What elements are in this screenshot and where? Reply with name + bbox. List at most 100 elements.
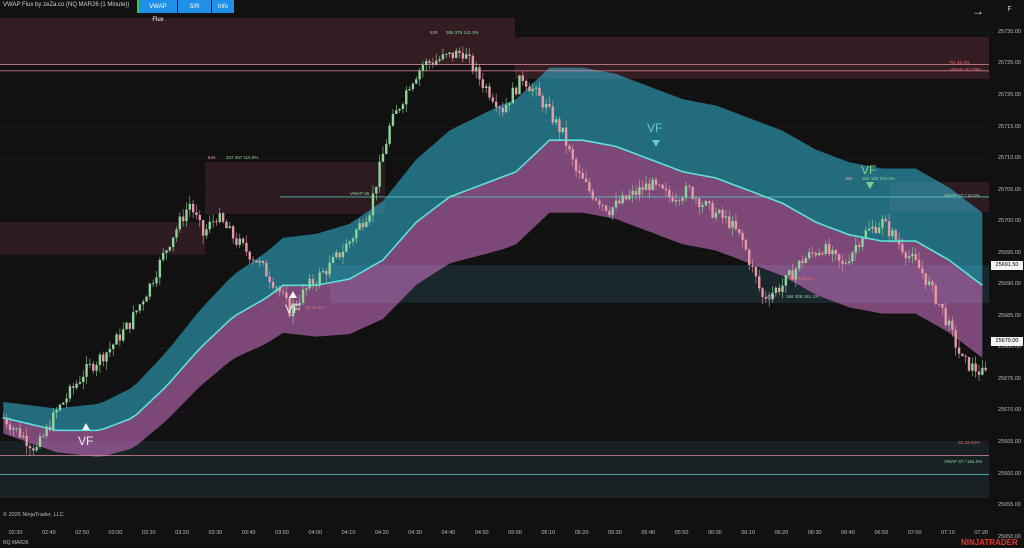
candle-body	[658, 184, 661, 186]
candle-body	[648, 183, 651, 190]
candle-body	[508, 103, 511, 105]
candle-body	[85, 363, 88, 377]
triangle-up-icon	[82, 423, 90, 430]
candle-body	[305, 288, 308, 290]
candle-body	[38, 436, 42, 447]
candle-body	[325, 271, 328, 275]
candle-body	[701, 205, 704, 207]
candle-body	[628, 195, 631, 200]
annotation-644-stats: 347 297 116.8%	[226, 155, 259, 160]
candle-body	[288, 298, 291, 317]
candle-body	[778, 287, 781, 292]
candle-body	[491, 97, 495, 102]
price-label: 25655.00	[998, 502, 1021, 509]
candle-body	[385, 143, 388, 154]
candle-body	[551, 106, 554, 123]
candle-body	[661, 184, 664, 189]
candle-body	[691, 186, 694, 200]
annotation-366: 366	[845, 176, 853, 181]
candle-body	[714, 212, 718, 218]
candle-body	[654, 179, 658, 185]
candle-body	[318, 272, 321, 285]
candle-body	[578, 170, 581, 173]
price-label: 25700.00	[998, 218, 1021, 225]
candle-body	[285, 292, 288, 299]
candle-body	[897, 239, 901, 245]
candle-body	[158, 259, 162, 278]
time-label: 07:20	[974, 530, 989, 536]
time-label: 06:10	[741, 530, 755, 536]
copyright-text: © 2026 NinjaTrader, LLC	[3, 512, 64, 518]
candle-body	[951, 320, 954, 331]
candle-body	[464, 54, 468, 59]
candle-body	[52, 412, 55, 430]
triangle-down-icon	[866, 182, 874, 189]
candle-body	[954, 330, 957, 348]
candle-body	[601, 204, 604, 206]
info-button[interactable]: Info	[212, 0, 234, 13]
candle-body	[388, 125, 391, 144]
f-icon[interactable]: F	[1007, 6, 1012, 13]
level-label-mid1: VWAP 55	[350, 191, 370, 196]
time-label: 06:30	[807, 530, 822, 536]
candle-body	[671, 197, 674, 202]
candle-body	[867, 228, 871, 231]
candle-body	[694, 198, 698, 200]
time-label: 05:50	[674, 530, 689, 536]
candle-body	[764, 296, 768, 299]
time-label: 03:20	[175, 530, 189, 536]
sr-button[interactable]: S/R	[178, 0, 211, 13]
candle-body	[221, 213, 225, 222]
vwap-flux-button[interactable]: VWAP Flux	[137, 0, 177, 23]
candle-body	[155, 277, 158, 284]
candle-body	[18, 428, 22, 438]
candle-body	[981, 367, 984, 375]
candle-body	[651, 179, 654, 190]
candle-body	[534, 87, 538, 89]
candle-body	[984, 367, 987, 371]
candle-body	[112, 344, 115, 349]
level-lines	[0, 64, 989, 475]
candle-body	[248, 251, 251, 260]
time-label: 06:20	[774, 530, 789, 536]
candle-body	[967, 357, 971, 371]
candle-body	[754, 266, 758, 277]
candle-body	[25, 435, 28, 447]
candle-body	[225, 221, 228, 229]
candle-body	[498, 107, 501, 108]
candle-body	[28, 446, 32, 449]
time-label: 05:30	[608, 530, 622, 536]
candle-body	[118, 334, 122, 341]
candle-body	[801, 260, 804, 263]
candle-body	[355, 229, 358, 239]
candle-body	[75, 383, 78, 388]
price-label: 25710.00	[998, 155, 1021, 162]
annotation-475-stats: 166 308 161.1%	[786, 294, 819, 299]
candle-body	[891, 230, 894, 237]
candle-body	[964, 356, 967, 358]
price-label: 25650.00	[998, 533, 1021, 540]
candle-body	[191, 203, 195, 213]
title-bar: VWAP Flux by zeZa.co (NQ MAR26 (1 Minute…	[0, 0, 1024, 23]
candle-body	[521, 75, 525, 81]
candle-body	[345, 243, 348, 252]
candle-body	[341, 251, 345, 258]
price-label: 25705.00	[998, 186, 1021, 193]
support-zone-bottom	[0, 441, 989, 498]
candle-body	[538, 87, 541, 96]
candle-body	[821, 252, 824, 254]
upper-vwap-band	[3, 67, 983, 431]
candle-body	[438, 59, 441, 61]
candle-body	[265, 262, 268, 277]
candle-body	[977, 371, 981, 375]
time-label: 03:10	[141, 530, 156, 536]
vf-signal-label: VF	[861, 163, 877, 177]
candle-body	[32, 448, 35, 451]
arrow-right-icon[interactable]: →	[972, 4, 984, 18]
candle-body	[435, 60, 438, 65]
candle-body	[215, 221, 218, 223]
candle-body	[921, 268, 924, 274]
candle-body	[35, 446, 38, 451]
candle-body	[368, 215, 371, 222]
